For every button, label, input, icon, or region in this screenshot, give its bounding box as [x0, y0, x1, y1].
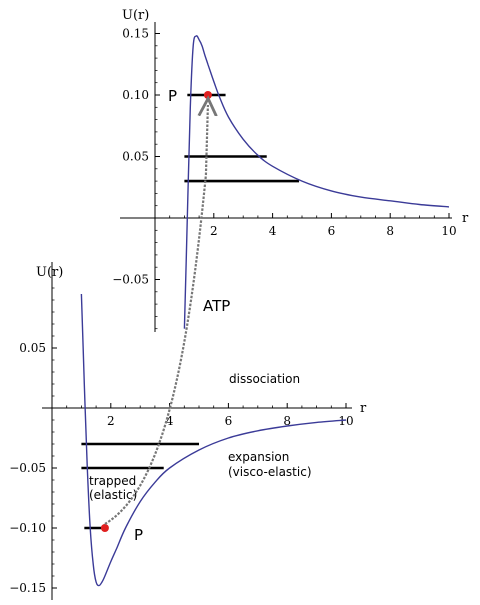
y-tick-label: −0.05	[9, 461, 46, 475]
y-tick-label: 0.15	[122, 27, 149, 41]
atp-label: ATP	[203, 297, 230, 315]
point-p-marker	[100, 524, 109, 532]
expansion-label: expansion (visco-elastic)	[228, 450, 312, 479]
x-axis-title: r	[360, 401, 367, 416]
dissociation-label: dissociation	[229, 372, 300, 386]
y-tick-label: −0.10	[9, 521, 46, 535]
trapped-label: trapped (elastic)	[89, 474, 137, 502]
x-axis-title: r	[462, 211, 469, 226]
y-axis-title: U(r)	[36, 265, 63, 280]
x-tick-label: 6	[328, 224, 336, 238]
point-p-label: P	[134, 526, 143, 544]
x-tick-label: 8	[283, 414, 291, 428]
point-p-label: P	[168, 87, 177, 105]
potential-curve	[80, 293, 347, 587]
y-tick-label: 0.05	[19, 341, 46, 355]
atp-arrow	[104, 105, 208, 525]
y-tick-label: 0.10	[122, 88, 149, 102]
x-tick-label: 10	[338, 414, 353, 428]
point-p-marker	[203, 91, 212, 99]
x-tick-label: 8	[386, 224, 394, 238]
ground-state-plot: 2 4 6 8 10 0.05 −0.05 −0.10 −0.15 U(r) r Pdissociat…	[9, 262, 367, 600]
x-tick-label: 4	[269, 224, 277, 238]
x-tick-label: 2	[107, 414, 115, 428]
excited-state-plot: 2 4 6 8 10 0.15 0.10 0.05 −0.05 U(r) r P	[112, 8, 469, 332]
x-tick-label: 4	[166, 414, 174, 428]
x-tick-label: 10	[441, 224, 456, 238]
y-tick-label: −0.15	[9, 581, 46, 595]
y-axis-title: U(r)	[122, 8, 149, 23]
y-tick-label: −0.05	[112, 273, 149, 287]
x-tick-label: 6	[225, 414, 233, 428]
x-tick-label: 2	[210, 224, 218, 238]
y-tick-label: 0.05	[122, 150, 149, 164]
atp-transition: ATP	[104, 105, 230, 525]
potential-curve	[183, 35, 450, 329]
